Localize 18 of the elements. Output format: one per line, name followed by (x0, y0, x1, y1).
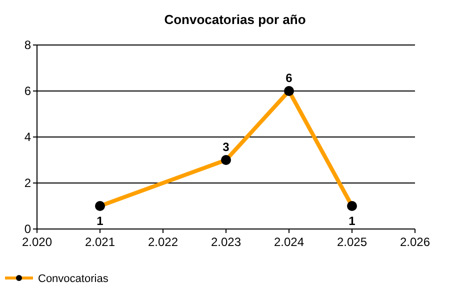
y-tick-label: 2 (24, 176, 32, 190)
y-tick-label: 0 (24, 222, 32, 236)
chart-title: Convocatorias por año (164, 12, 306, 27)
x-tick-label: 2.020 (22, 235, 52, 249)
data-label: 1 (96, 214, 104, 228)
x-tick-label: 2.025 (336, 235, 368, 249)
x-tick-label: 2.026 (400, 235, 430, 249)
x-tick-label: 2.024 (274, 235, 304, 249)
legend-label: Convocatorias (38, 273, 109, 285)
data-label: 6 (286, 71, 293, 85)
data-label: 1 (348, 214, 356, 228)
y-tick-label: 6 (24, 84, 32, 98)
y-tick-label: 4 (24, 130, 32, 144)
x-tick-label: 2.021 (84, 235, 116, 249)
x-tick-label: 2.023 (210, 235, 242, 249)
y-tick-label: 8 (24, 38, 32, 52)
data-label: 3 (222, 140, 230, 154)
x-tick-label: 2.022 (148, 235, 178, 249)
